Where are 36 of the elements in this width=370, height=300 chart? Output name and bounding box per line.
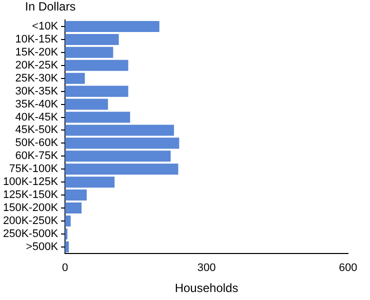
- x-axis-title: Households: [174, 281, 238, 296]
- bar: [65, 241, 69, 252]
- y-tick-label: 200K-250K: [2, 215, 59, 228]
- y-tick-label: >500K: [26, 240, 59, 253]
- bar: [65, 72, 85, 84]
- bar: [65, 190, 87, 201]
- y-tick-label: 60K-75K: [15, 150, 59, 162]
- y-tick-label: 150K-200K: [2, 202, 59, 214]
- y-tick-label: 15K-20K: [15, 46, 59, 58]
- y-tick-label: 250K-500K: [2, 228, 59, 240]
- y-tick-label: 100K-125K: [2, 176, 59, 188]
- bar: [65, 150, 171, 162]
- bar: [65, 202, 82, 214]
- bar: [65, 86, 128, 97]
- y-tick-label: 25K-30K: [15, 72, 59, 84]
- x-tick-label: 300: [197, 262, 216, 274]
- bar: [65, 46, 114, 58]
- y-tick-label: 45K-50K: [15, 124, 59, 136]
- bar: [65, 60, 128, 71]
- y-tick-label: 30K-35K: [15, 85, 59, 98]
- x-tick-label: 0: [62, 262, 68, 274]
- bar: [65, 138, 180, 149]
- y-tick-label: 125K-150K: [2, 189, 59, 202]
- y-tick-label: 50K-60K: [15, 137, 59, 150]
- y-axis-title: In Dollars: [25, 0, 76, 14]
- bar: [65, 34, 119, 45]
- y-tick-label: 75K-100K: [9, 163, 59, 176]
- y-tick-label: 10K-15K: [15, 33, 59, 46]
- y-tick-label: <10K: [32, 20, 59, 33]
- y-tick-label: 20K-25K: [15, 59, 59, 72]
- bar: [65, 20, 160, 32]
- bar: [65, 176, 115, 188]
- y-tick-label: 35K-40K: [15, 98, 59, 110]
- bar: [65, 164, 178, 175]
- y-tick-label: 40K-45K: [15, 111, 59, 124]
- x-tick-label: 600: [338, 262, 358, 274]
